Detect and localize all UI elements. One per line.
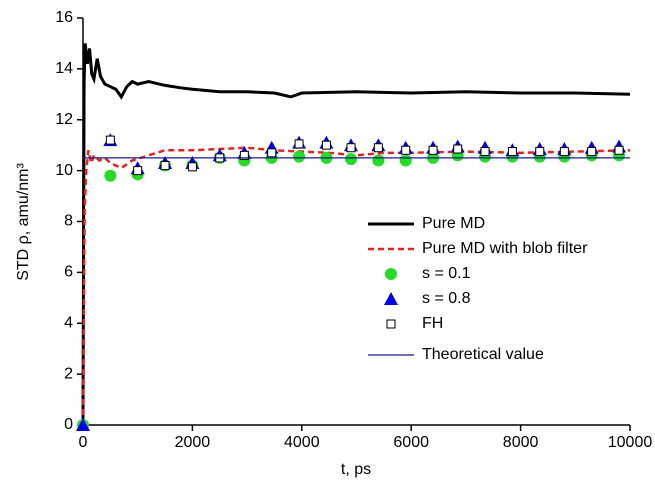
- y-tick-label: 4: [64, 314, 73, 331]
- y-tick-label: 0: [64, 416, 73, 433]
- legend-label: Pure MD with blob filter: [422, 240, 588, 257]
- y-axis-label: STD ρ, amu/nm³: [15, 163, 32, 281]
- data-point: [239, 150, 249, 160]
- data-point: [293, 150, 306, 163]
- legend-label: Theoretical value: [422, 346, 544, 363]
- y-tick-label: 12: [55, 111, 73, 128]
- x-tick-label: 4000: [284, 434, 320, 451]
- data-point: [480, 147, 490, 157]
- data-point: [160, 161, 170, 171]
- legend-label: s = 0.8: [422, 290, 471, 307]
- data-point: [587, 147, 597, 157]
- data-point: [373, 143, 383, 153]
- legend-label: Pure MD: [422, 215, 485, 232]
- legend-swatch: [384, 292, 398, 305]
- legend-swatch: [386, 319, 396, 329]
- data-point: [428, 145, 438, 155]
- legend-label: s = 0.1: [422, 265, 471, 282]
- y-tick-label: 10: [55, 162, 73, 179]
- x-tick-label: 6000: [393, 434, 429, 451]
- x-tick-label: 8000: [503, 434, 539, 451]
- data-point: [187, 162, 197, 172]
- data-point: [105, 135, 115, 145]
- y-tick-label: 6: [64, 264, 73, 281]
- data-point: [346, 143, 356, 153]
- data-point: [76, 418, 90, 431]
- y-tick-label: 16: [55, 9, 73, 26]
- data-point: [399, 154, 412, 167]
- data-point: [507, 147, 517, 157]
- x-axis-label: t, ps: [341, 461, 371, 478]
- data-point: [559, 147, 569, 157]
- data-point: [345, 153, 358, 166]
- y-tick-label: 8: [64, 213, 73, 230]
- data-point: [133, 166, 143, 176]
- data-point: [104, 169, 117, 182]
- data-point: [372, 154, 385, 167]
- line-series: [81, 146, 631, 426]
- legend-label: FH: [422, 315, 443, 332]
- data-point: [453, 144, 463, 154]
- data-point: [614, 145, 624, 155]
- data-point: [535, 147, 545, 157]
- x-tick-label: 10000: [608, 434, 653, 451]
- line-series: [81, 43, 631, 426]
- data-point: [321, 140, 331, 150]
- y-tick-label: 14: [55, 60, 73, 77]
- data-point: [294, 139, 304, 149]
- data-point: [267, 148, 277, 158]
- x-tick-label: 0: [79, 434, 88, 451]
- x-tick-label: 2000: [175, 434, 211, 451]
- y-tick-label: 2: [64, 365, 73, 382]
- legend-swatch: [385, 268, 397, 280]
- data-point: [401, 145, 411, 155]
